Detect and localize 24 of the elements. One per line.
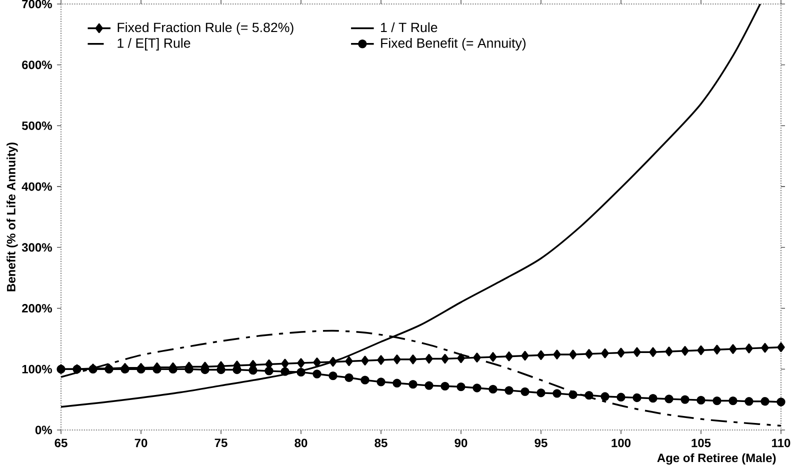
x-tick-label: 110 <box>772 438 790 448</box>
legend-label: Fixed Benefit (= Annuity) <box>381 38 526 50</box>
x-tick-label: 105 <box>692 438 711 448</box>
y-tick-label: 0% <box>35 426 52 434</box>
legend-label: Fixed Fraction Rule (= 5.82%) <box>118 22 294 35</box>
x-tick-label: 100 <box>612 438 631 448</box>
x-tick-label: 90 <box>454 438 468 448</box>
x-tick-label: 70 <box>134 438 148 448</box>
x-tick-label: 95 <box>534 438 548 448</box>
y-tick-label: 400% <box>22 182 52 191</box>
x-tick-label: 85 <box>374 438 388 448</box>
legend-label: 1 / T Rule <box>381 22 438 32</box>
x-axis-title: Age of Retiree (Male) <box>657 453 776 465</box>
y-tick-label: 200% <box>22 304 52 313</box>
legend-label: 1 / E[T] Rule <box>118 38 190 50</box>
y-tick-label: 500% <box>22 121 52 130</box>
x-tick-label: 80 <box>294 438 308 448</box>
y-axis-title: Benefit (% of Life Annuity) <box>6 142 18 292</box>
x-tick-label: 65 <box>54 438 68 448</box>
x-tick-label: 75 <box>214 438 228 448</box>
y-tick-label: 600% <box>22 60 52 70</box>
y-tick-label: 300% <box>22 243 52 252</box>
y-tick-label: 100% <box>22 364 52 374</box>
y-tick-label: 700% <box>22 0 52 8</box>
